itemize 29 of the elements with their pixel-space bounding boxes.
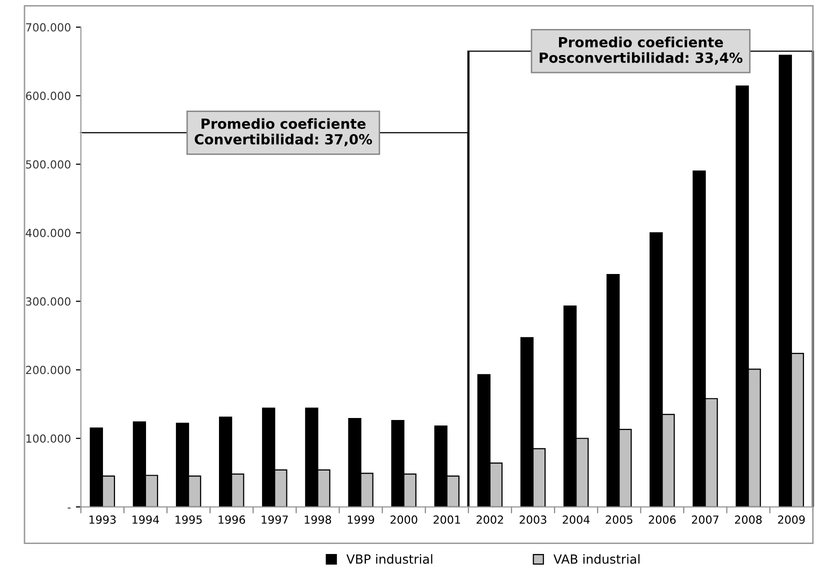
annotation: Promedio coeficiente Convertibilidad: 37,0% [194, 118, 372, 146]
x-tick-label: 2007 [692, 515, 718, 524]
legend-label: VBP industrial [346, 554, 432, 564]
x-tick-label: 2009 [778, 515, 805, 524]
x-tick-label: 2000 [390, 515, 418, 524]
x-tick-label: 1998 [304, 515, 332, 524]
y-tick-label: 500.000 [26, 160, 70, 169]
legend-label: VAB industrial [553, 554, 640, 564]
y-tick-label: 600.000 [26, 92, 70, 100]
x-tick-label: 1993 [89, 515, 116, 524]
x-tick-label: 2002 [476, 515, 503, 524]
x-tick-label: 1994 [132, 515, 159, 524]
x-tick-label: 1996 [218, 515, 246, 524]
x-tick-label: 1995 [176, 515, 202, 524]
y-tick-label: 400.000 [26, 228, 70, 238]
x-tick-label: 2008 [735, 515, 762, 524]
x-tick-label: 2006 [648, 515, 676, 524]
x-tick-label: 1999 [348, 515, 374, 524]
x-tick-label: 2001 [434, 515, 460, 524]
x-tick-label: 2003 [520, 515, 546, 524]
y-tick-label: - [68, 508, 71, 509]
y-tick-label: 300.000 [26, 297, 70, 306]
y-tick-label: 200.000 [26, 366, 70, 374]
y-tick-label: 100.000 [26, 434, 70, 443]
y-tick-label: 700.000 [26, 23, 70, 32]
x-tick-label: 2004 [562, 515, 590, 524]
x-tick-label: 2005 [606, 515, 632, 524]
annotation: Promedio coeficiente Posconvertibilidad: 33,4% [540, 36, 742, 65]
x-tick-label: 1997 [262, 515, 288, 524]
